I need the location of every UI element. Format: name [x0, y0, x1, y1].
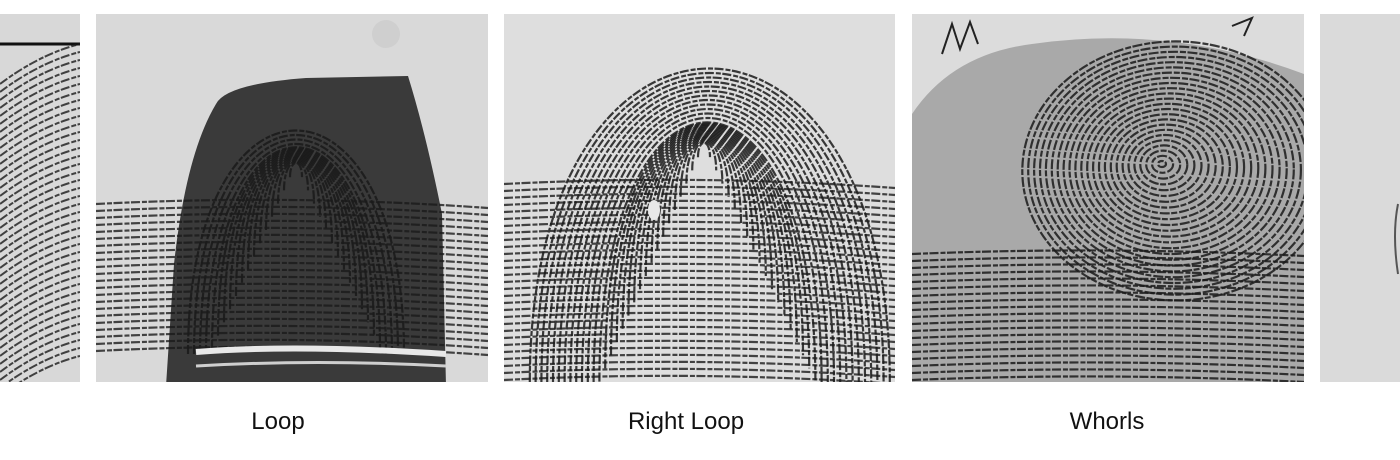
fingerprint-whorl-ridges — [912, 40, 1304, 382]
partial-fingerprint-right-image — [1320, 14, 1400, 382]
partial-fingerprint-left-svg — [0, 14, 80, 382]
fingerprint-whorl-svg — [912, 14, 1304, 382]
partial-fingerprint-right-svg — [1320, 14, 1400, 382]
fingerprint-loop-ridges — [96, 129, 488, 357]
fingerprint-right-loop-ridges — [504, 67, 895, 382]
fingerprint-loop-image — [96, 14, 488, 382]
fingerprint-whorl-image — [912, 14, 1304, 382]
fingerprint-right-loop-svg — [504, 14, 895, 382]
caption-whorls: Whorls — [1069, 408, 1145, 435]
caption-right-loop: Right Loop — [627, 408, 745, 435]
caption-loop: Loop — [251, 408, 305, 435]
fingerprint-loop-svg — [96, 14, 488, 382]
partial-fingerprint-left-image — [0, 14, 80, 382]
partial-fingerprint-left-ridges — [0, 43, 80, 382]
fingerprint-right-loop-image — [504, 14, 895, 382]
